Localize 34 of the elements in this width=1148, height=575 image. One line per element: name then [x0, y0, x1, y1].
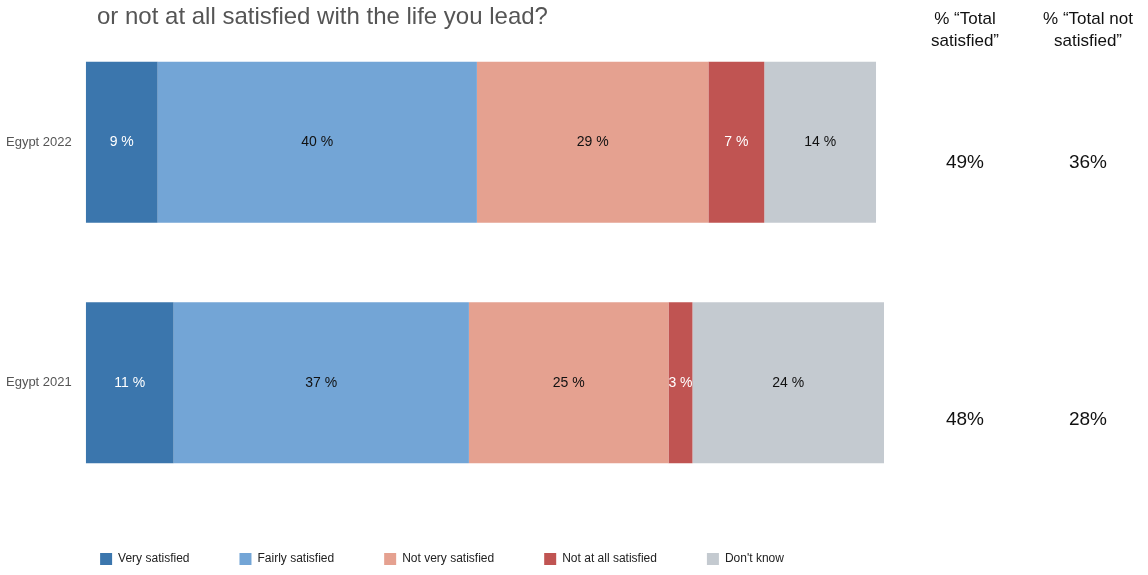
y-tick-label: Egypt 2022	[5, 133, 72, 149]
bar	[468, 302, 669, 464]
legend-label: Not very satisfied	[402, 551, 495, 566]
bar	[85, 302, 174, 464]
bar	[85, 61, 158, 223]
text: 28%	[1068, 408, 1108, 430]
data-label: 14 %	[804, 133, 837, 150]
y-tick-label: Egypt 2021	[5, 374, 72, 390]
data-label: 9 %	[109, 133, 134, 150]
bar	[692, 302, 884, 464]
text: 49%	[945, 151, 985, 173]
bar	[157, 61, 477, 223]
legend-label: Not at all satisfied	[562, 551, 657, 566]
chart-title: or not at all satisfied with the life you lead?	[97, 2, 548, 30]
legend-label: Very satisfied	[118, 551, 190, 566]
legend-label: Don't know	[724, 551, 785, 566]
legend-label: Fairly satisfied	[257, 551, 335, 566]
data-label: 29 %	[576, 133, 609, 150]
text: % “Total not satisfied”	[1042, 8, 1134, 52]
bar	[708, 61, 765, 223]
bar	[764, 61, 877, 223]
bar	[173, 302, 469, 464]
data-label: 25 %	[552, 373, 585, 390]
text: % “Total satisfied”	[930, 8, 1000, 52]
text: 48%	[945, 408, 985, 430]
text: 36%	[1068, 151, 1108, 173]
data-label: 3 %	[668, 373, 693, 390]
data-label: 37 %	[305, 373, 338, 390]
data-label: 7 %	[724, 133, 749, 150]
data-label: 40 %	[301, 133, 334, 150]
data-label: 24 %	[772, 373, 805, 390]
data-label: 11 %	[114, 373, 146, 390]
bar	[668, 302, 693, 464]
bar	[476, 61, 709, 223]
